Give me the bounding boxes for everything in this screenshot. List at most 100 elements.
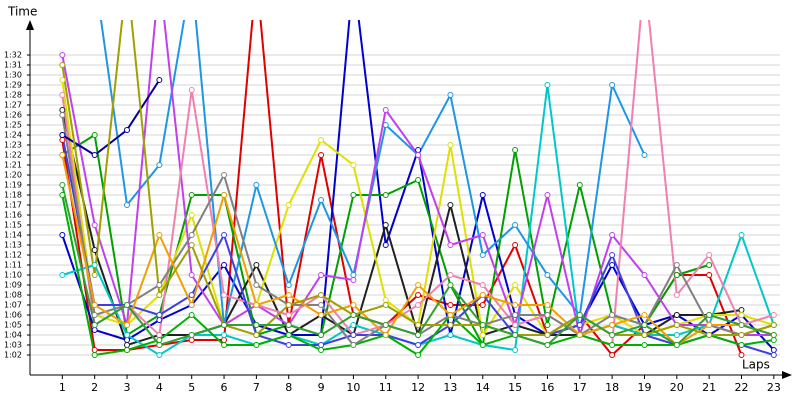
point — [59, 192, 66, 198]
x-tick-label: 3 — [124, 381, 131, 394]
point — [318, 152, 325, 158]
point — [124, 127, 131, 133]
x-tick-label: 9 — [318, 381, 325, 394]
point — [447, 332, 454, 338]
y-tick-label: 1:20 — [4, 171, 22, 180]
x-tick-label: 21 — [702, 381, 716, 394]
point — [188, 212, 195, 218]
point — [285, 322, 292, 328]
point — [479, 192, 486, 198]
point — [479, 302, 486, 308]
point — [318, 342, 325, 348]
point — [156, 232, 163, 238]
point — [770, 312, 777, 318]
x-tick-label: 12 — [411, 381, 425, 394]
point — [673, 342, 680, 348]
point — [415, 292, 422, 298]
point — [382, 332, 389, 338]
y-tick-label: 1:04 — [4, 331, 22, 340]
x-axis-label: Laps — [742, 358, 770, 372]
point — [91, 262, 98, 268]
y-tick-label: 1:12 — [4, 251, 22, 260]
y-axis-label: Time — [7, 5, 37, 19]
point — [447, 92, 454, 98]
point — [318, 272, 325, 278]
point — [318, 197, 325, 203]
point — [382, 222, 389, 228]
y-tick-label: 1:02 — [4, 351, 22, 360]
point — [188, 192, 195, 198]
point — [350, 162, 357, 168]
point — [124, 302, 131, 308]
point — [415, 147, 422, 153]
point — [91, 272, 98, 278]
point — [156, 317, 163, 323]
point — [706, 322, 713, 328]
point — [188, 292, 195, 298]
point — [59, 152, 66, 158]
point — [91, 327, 98, 333]
point — [512, 302, 519, 308]
y-tick-label: 1:32 — [4, 51, 22, 60]
point — [285, 282, 292, 288]
point — [382, 297, 389, 303]
point — [415, 332, 422, 338]
point — [188, 242, 195, 248]
point — [285, 312, 292, 318]
point — [544, 82, 551, 88]
point — [544, 322, 551, 328]
point — [512, 332, 519, 338]
y-arrow — [26, 20, 34, 30]
point — [738, 232, 745, 238]
point — [156, 342, 163, 348]
y-tick-label: 1:26 — [4, 111, 22, 120]
point — [673, 262, 680, 268]
point — [91, 247, 98, 253]
y-tick-label: 1:22 — [4, 151, 22, 160]
point — [479, 232, 486, 238]
point — [673, 292, 680, 298]
y-tick-label: 1:03 — [4, 341, 22, 350]
plot-area — [59, 20, 777, 358]
point — [91, 132, 98, 138]
point — [318, 292, 325, 298]
point — [382, 302, 389, 308]
point — [576, 332, 583, 338]
point — [447, 282, 454, 288]
y-tick-label: 1:23 — [4, 141, 22, 150]
point — [285, 292, 292, 298]
point — [382, 122, 389, 128]
x-tick-label: 2 — [91, 381, 98, 394]
point — [156, 337, 163, 343]
point — [641, 342, 648, 348]
point — [382, 192, 389, 198]
x-tick-label: 11 — [379, 381, 393, 394]
point — [447, 202, 454, 208]
point — [544, 192, 551, 198]
point — [318, 332, 325, 338]
point — [124, 202, 131, 208]
point — [447, 302, 454, 308]
point — [706, 312, 713, 318]
point — [124, 342, 131, 348]
point — [221, 322, 228, 328]
y-tick-label: 1:06 — [4, 311, 22, 320]
point — [415, 322, 422, 328]
y-tick-label: 1:25 — [4, 121, 22, 130]
x-tick-label: 8 — [285, 381, 292, 394]
point — [91, 302, 98, 308]
point — [91, 222, 98, 228]
point — [576, 182, 583, 188]
x-tick-label: 18 — [605, 381, 619, 394]
y-tick-label: 1:07 — [4, 301, 22, 310]
point — [641, 272, 648, 278]
point — [59, 137, 66, 143]
x-tick-label: 22 — [734, 381, 748, 394]
point — [253, 342, 260, 348]
point — [609, 252, 616, 258]
point — [253, 302, 260, 308]
point — [253, 182, 260, 188]
point — [91, 322, 98, 328]
y-tick-label: 1:10 — [4, 271, 22, 280]
point — [350, 312, 357, 318]
